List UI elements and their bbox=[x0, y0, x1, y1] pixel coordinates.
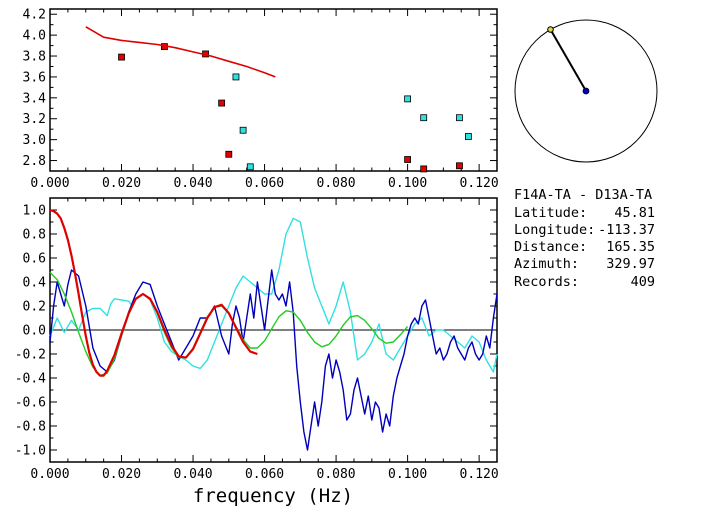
top-cyan-square-point bbox=[456, 114, 463, 122]
azimuth-needle-tip bbox=[547, 26, 554, 33]
bottom-x-tick-label: 0.080 bbox=[317, 467, 356, 482]
bottom-y-tick-label: 0.2 bbox=[23, 300, 46, 315]
records-value: 409 bbox=[631, 274, 655, 290]
bottom-series-blue-line bbox=[49, 269, 498, 451]
top-red-square-point bbox=[225, 150, 233, 158]
longitude-value: -113.37 bbox=[598, 222, 655, 238]
bottom-y-tick-label: -0.8 bbox=[15, 420, 46, 435]
station-info: F14A-TA - D13A-TA Latitude: 45.81 Longit… bbox=[514, 187, 655, 290]
bottom-series-red-line bbox=[49, 208, 258, 377]
top-data-layer bbox=[85, 26, 472, 173]
longitude-label: Longitude: bbox=[514, 222, 595, 238]
bottom-y-tick-label: 0.8 bbox=[23, 228, 46, 243]
top-red-square-point bbox=[218, 99, 226, 107]
top-series-red-line bbox=[85, 26, 276, 78]
azimuth-dial-center bbox=[582, 87, 590, 95]
top-cyan-square-point bbox=[232, 73, 240, 81]
azimuth-dial bbox=[514, 19, 658, 163]
top-y-tick-label: 3.6 bbox=[23, 70, 46, 85]
bottom-y-tick-label: -1.0 bbox=[15, 444, 46, 459]
top-cyan-square-point bbox=[420, 114, 428, 122]
top-cyan-square-point bbox=[464, 133, 472, 140]
bottom-y-tick-label: -0.6 bbox=[15, 396, 46, 411]
azimuth-value: 329.97 bbox=[606, 256, 655, 272]
azimuth-needle bbox=[549, 29, 587, 92]
top-red-square-point bbox=[404, 156, 412, 163]
latitude-label: Latitude: bbox=[514, 205, 587, 221]
top-x-tick-label: 0.020 bbox=[102, 176, 141, 191]
top-x-tick-label: 0.120 bbox=[460, 176, 499, 191]
station-pair-label: F14A-TA - D13A-TA bbox=[514, 187, 652, 203]
top-red-square-point bbox=[420, 165, 428, 173]
top-red-square-point bbox=[118, 53, 125, 61]
top-y-tick-label: 2.8 bbox=[23, 154, 46, 169]
top-cyan-square-point bbox=[246, 163, 254, 171]
distance-label: Distance: bbox=[514, 239, 587, 255]
top-cyan-square-point bbox=[404, 95, 412, 103]
bottom-series-green-line bbox=[49, 271, 409, 377]
coherency-chart: 0.000 0.020 0.040 0.060 0.080 0.100 0.120 -1.0 -… bbox=[15, 197, 499, 507]
bottom-y-tick-label: 1.0 bbox=[23, 204, 46, 219]
distance-value: 165.35 bbox=[606, 239, 655, 255]
azimuth-label: Azimuth: bbox=[514, 256, 579, 272]
bottom-x-tick-label: 0.000 bbox=[30, 467, 69, 482]
bottom-x-tick-label: 0.040 bbox=[173, 467, 212, 482]
top-y-tick-label: 3.4 bbox=[23, 91, 47, 106]
x-axis-title: frequency (Hz) bbox=[193, 485, 353, 507]
bottom-x-tick-label: 0.120 bbox=[460, 467, 499, 482]
top-x-tick-label: 0.100 bbox=[388, 176, 427, 191]
top-x-tick-label: 0.080 bbox=[317, 176, 356, 191]
top-x-tick-label: 0.040 bbox=[173, 176, 212, 191]
azimuth-dial-circle bbox=[514, 19, 658, 163]
top-y-tick-label: 4.2 bbox=[23, 8, 46, 23]
top-plot-frame bbox=[49, 8, 498, 172]
bottom-y-tick-label: -0.2 bbox=[15, 348, 46, 363]
bottom-axis-ticks: 0.000 0.020 0.040 0.060 0.080 0.100 0.120 -1.0 -… bbox=[15, 198, 499, 482]
top-red-square-point bbox=[456, 162, 463, 170]
top-y-tick-label: 3.0 bbox=[23, 133, 46, 148]
velocity-chart: 0.000 0.020 0.040 0.060 0.080 0.100 0.120 2.8 3.… bbox=[23, 8, 499, 191]
top-y-tick-label: 4.0 bbox=[23, 29, 46, 44]
bottom-data-layer bbox=[49, 208, 498, 451]
top-axis-ticks: 0.000 0.020 0.040 0.060 0.080 0.100 0.120 2.8 3.… bbox=[23, 8, 499, 191]
bottom-y-tick-label: -0.4 bbox=[15, 372, 46, 387]
top-x-tick-label: 0.000 bbox=[30, 176, 69, 191]
top-x-tick-label: 0.060 bbox=[245, 176, 284, 191]
top-y-tick-label: 3.8 bbox=[23, 50, 46, 65]
latitude-value: 45.81 bbox=[614, 205, 655, 221]
bottom-y-tick-label: 0.4 bbox=[23, 276, 47, 291]
bottom-x-tick-label: 0.060 bbox=[245, 467, 284, 482]
top-cyan-square-point bbox=[239, 126, 247, 134]
top-y-tick-label: 3.2 bbox=[23, 112, 46, 127]
bottom-y-tick-label: 0.0 bbox=[23, 324, 46, 339]
bottom-y-tick-label: 0.6 bbox=[23, 252, 46, 267]
bottom-x-tick-label: 0.020 bbox=[102, 467, 141, 482]
bottom-x-tick-label: 0.100 bbox=[388, 467, 427, 482]
records-label: Records: bbox=[514, 274, 579, 290]
